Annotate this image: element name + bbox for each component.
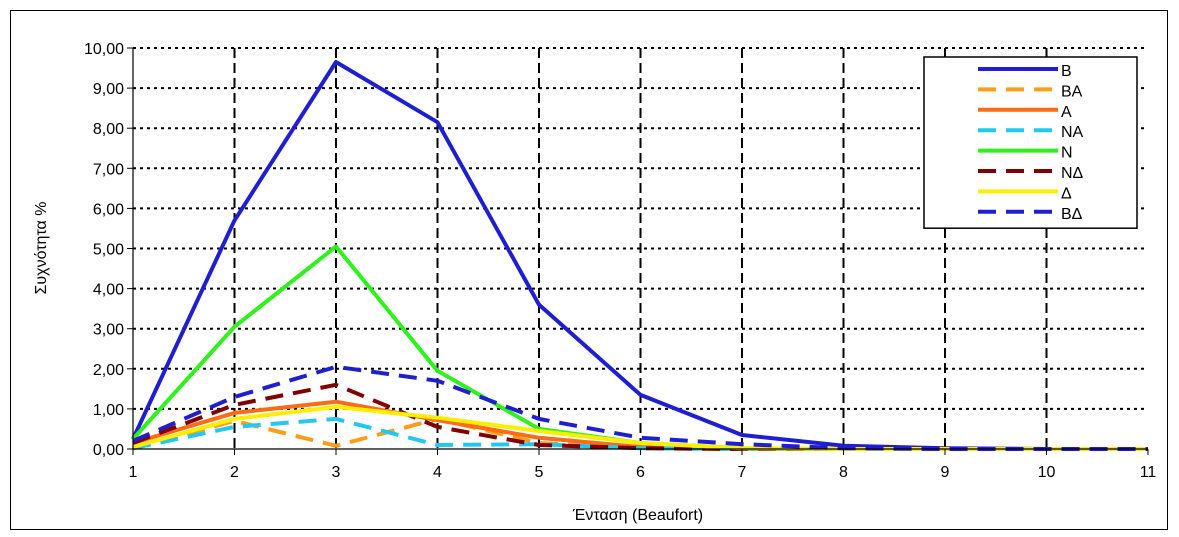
x-tick-label: 9 xyxy=(941,464,950,481)
y-tick-label: 2,00 xyxy=(93,362,124,379)
legend-box xyxy=(924,57,1137,228)
legend: Β ΒΑ Α ΝΑ Ν ΝΔ Δ ΒΔ xyxy=(924,57,1137,228)
x-tick-label: 11 xyxy=(1140,464,1157,481)
y-tick-label: 1,00 xyxy=(93,402,124,419)
legend-label: ΒΑ xyxy=(1061,83,1083,100)
x-tick-label: 2 xyxy=(230,464,239,481)
y-tick-label: 0,00 xyxy=(93,442,124,459)
y-tick-label: 9,00 xyxy=(93,81,124,98)
y-tick-label: 7,00 xyxy=(93,161,124,178)
x-tick-label: 6 xyxy=(636,464,645,481)
legend-label: ΝΔ xyxy=(1061,165,1084,182)
legend-label: ΒΔ xyxy=(1061,206,1083,223)
x-tick-label: 5 xyxy=(535,464,544,481)
x-tick-label: 1 xyxy=(129,464,138,481)
legend-label: ΝΑ xyxy=(1061,124,1084,141)
y-tick-label: 10,00 xyxy=(84,41,124,58)
y-tick-label: 6,00 xyxy=(93,201,124,218)
y-tick-labels: 0,00 1,00 2,00 3,00 4,00 5,00 6,00 7,00 8,00 9,00… xyxy=(84,41,124,459)
legend-label: Δ xyxy=(1061,185,1072,202)
y-tick-label: 4,00 xyxy=(93,282,124,299)
y-tick-label: 3,00 xyxy=(93,322,124,339)
x-tick-label: 10 xyxy=(1038,464,1056,481)
y-tick-label: 8,00 xyxy=(93,121,124,138)
x-tick-label: 4 xyxy=(433,464,442,481)
x-tick-labels: 1 2 3 4 5 6 7 8 9 10 11 xyxy=(129,464,1157,481)
x-tick-label: 7 xyxy=(738,464,747,481)
x-tick-label: 8 xyxy=(839,464,848,481)
x-tick-label: 3 xyxy=(332,464,341,481)
legend-label: Β xyxy=(1061,63,1072,80)
legend-label: Α xyxy=(1061,104,1072,121)
y-tick-label: 5,00 xyxy=(93,242,124,259)
x-axis-label: Ένταση (Beaufort) xyxy=(572,507,703,524)
legend-label: Ν xyxy=(1061,145,1073,162)
y-axis-label: Συχνότητα % xyxy=(33,202,50,295)
